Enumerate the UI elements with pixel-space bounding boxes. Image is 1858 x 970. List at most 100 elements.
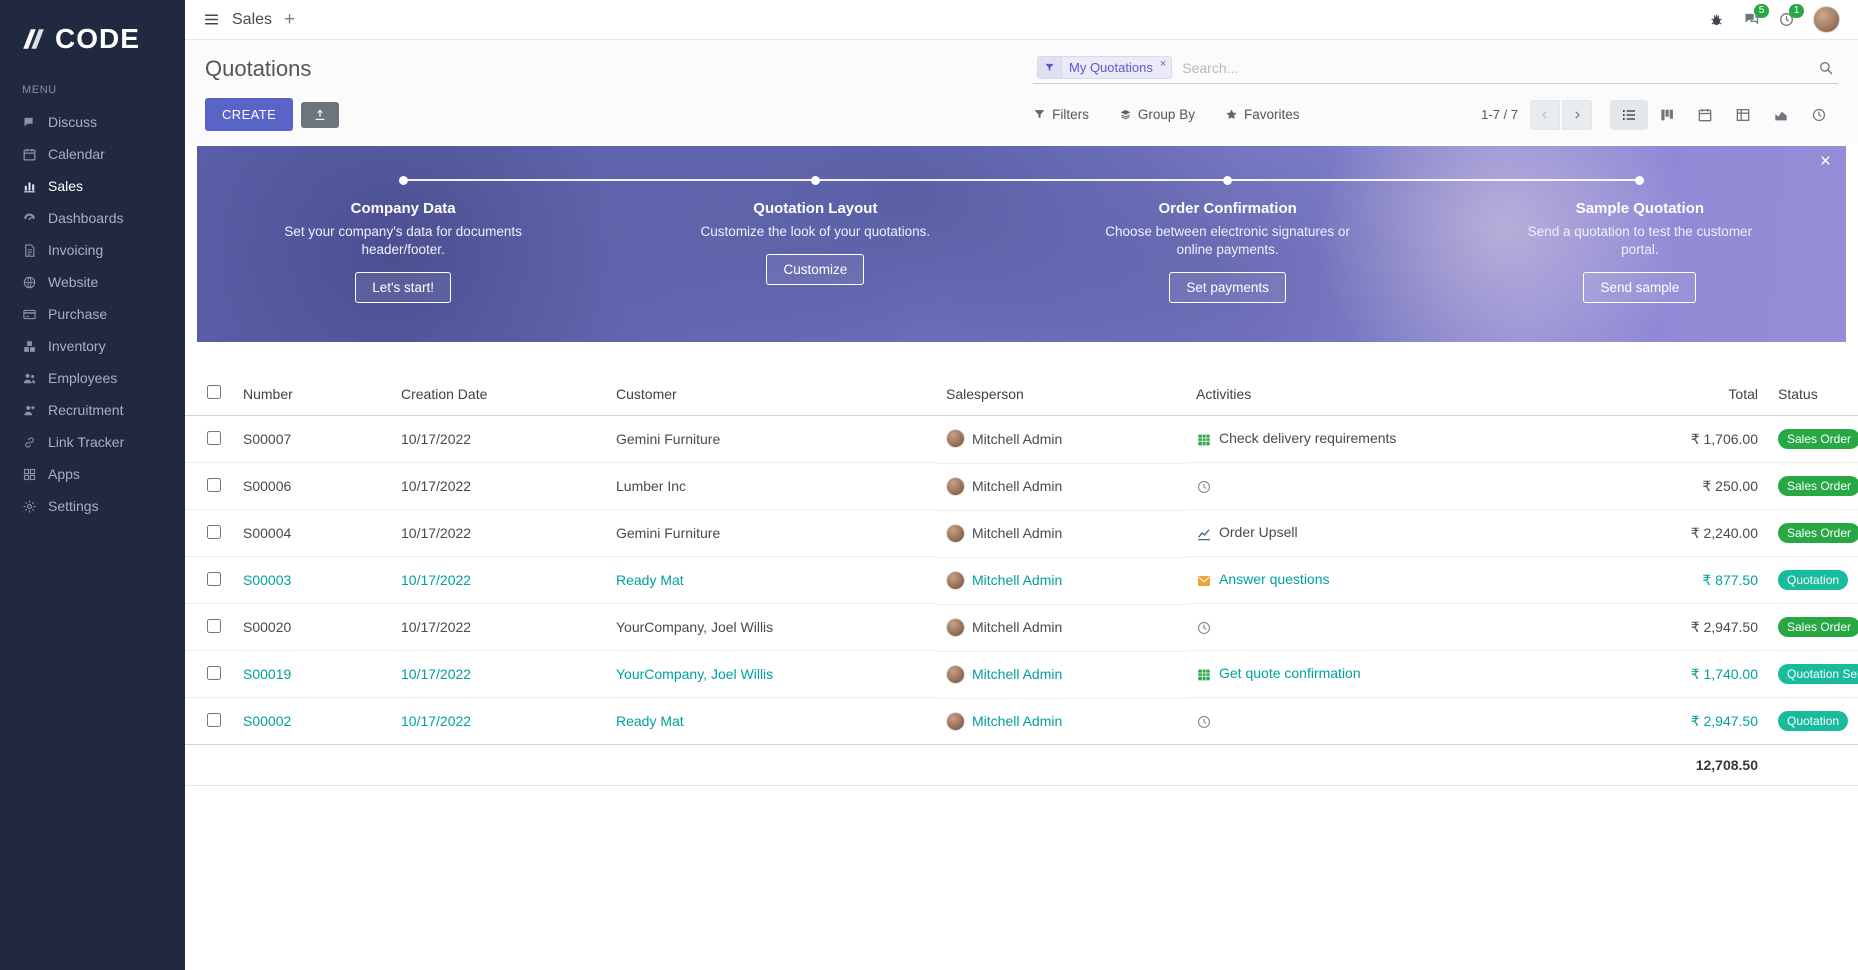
row-checkbox[interactable] bbox=[207, 618, 221, 633]
favorites-button[interactable]: Favorites bbox=[1225, 107, 1299, 122]
activity-label: Check delivery requirements bbox=[1219, 430, 1397, 447]
activity-cell[interactable] bbox=[1186, 462, 1613, 510]
sidebar-item-link-tracker[interactable]: Link Tracker bbox=[0, 426, 185, 458]
view-list-button[interactable] bbox=[1610, 99, 1648, 130]
pager-next-button[interactable] bbox=[1562, 99, 1592, 130]
step-action-button[interactable]: Customize bbox=[766, 254, 865, 286]
filters-button[interactable]: Filters bbox=[1033, 107, 1089, 122]
step-action-button[interactable]: Send sample bbox=[1583, 272, 1697, 304]
current-app-name[interactable]: Sales bbox=[232, 10, 273, 28]
filters-icon bbox=[1033, 108, 1046, 121]
column-header-total[interactable]: Total bbox=[1613, 372, 1768, 416]
sidebar-item-purchase[interactable]: Purchase bbox=[0, 298, 185, 330]
table-row[interactable]: S00002 10/17/2022 Ready Mat Mitchell Admin ₹… bbox=[185, 697, 1858, 745]
table-row[interactable]: S00007 10/17/2022 Gemini Furniture Mitchell… bbox=[185, 416, 1858, 463]
activity-cell[interactable]: Order Upsell bbox=[1186, 509, 1613, 557]
upload-icon bbox=[313, 108, 327, 122]
onboarding-banner: × Company Data Set your company's data fo… bbox=[197, 146, 1846, 342]
banner-close-icon[interactable]: × bbox=[1819, 151, 1831, 172]
row-checkbox[interactable] bbox=[207, 430, 221, 445]
activity-cell[interactable] bbox=[1186, 603, 1613, 651]
sidebar-item-employees[interactable]: Employees bbox=[0, 362, 185, 394]
activities-button[interactable]: 1 bbox=[1778, 4, 1804, 28]
create-button[interactable]: CREATE bbox=[205, 98, 294, 131]
favorites-star-icon bbox=[1225, 108, 1238, 121]
sidebar-item-settings[interactable]: Settings bbox=[0, 490, 185, 522]
view-kanban-button[interactable] bbox=[1648, 100, 1686, 130]
total-amount: ₹ 2,947.50 bbox=[1613, 603, 1768, 651]
row-checkbox[interactable] bbox=[207, 477, 221, 492]
search-bar[interactable]: My Quotations × bbox=[1033, 54, 1838, 84]
total-amount: ₹ 877.50 bbox=[1613, 556, 1768, 604]
activity-cell[interactable] bbox=[1186, 697, 1613, 745]
column-header-creation-date[interactable]: Creation Date bbox=[391, 372, 606, 416]
table-row[interactable]: S00020 10/17/2022 YourCompany, Joel Willis… bbox=[185, 603, 1858, 651]
sidebar-item-sales[interactable]: Sales bbox=[0, 170, 185, 202]
sidebar-item-discuss[interactable]: Discuss bbox=[0, 106, 185, 138]
sidebar-item-calendar[interactable]: Calendar bbox=[0, 138, 185, 170]
sidebar-item-inventory[interactable]: Inventory bbox=[0, 330, 185, 362]
table-footer-row: 12,708.50 bbox=[185, 744, 1858, 786]
search-input[interactable] bbox=[1180, 58, 1810, 77]
chevron-right-icon bbox=[1571, 109, 1583, 121]
sidebar-item-apps[interactable]: Apps bbox=[0, 458, 185, 490]
upload-button[interactable] bbox=[301, 101, 340, 128]
quotation-number: S00004 bbox=[233, 509, 391, 557]
user-avatar[interactable] bbox=[1813, 6, 1840, 33]
table-row[interactable]: S00003 10/17/2022 Ready Mat Mitchell Admin A… bbox=[185, 556, 1858, 604]
view-activity-button[interactable] bbox=[1800, 100, 1838, 130]
row-checkbox[interactable] bbox=[207, 712, 221, 727]
view-calendar-icon bbox=[1697, 107, 1713, 123]
hamburger-icon[interactable] bbox=[203, 11, 220, 28]
group-by-button[interactable]: Group By bbox=[1119, 107, 1195, 122]
table-row[interactable]: S00019 10/17/2022 YourCompany, Joel Willis… bbox=[185, 650, 1858, 698]
column-header-status[interactable]: Status bbox=[1768, 372, 1858, 416]
sidebar-item-recruitment[interactable]: Recruitment bbox=[0, 394, 185, 426]
activity-cell[interactable]: Check delivery requirements bbox=[1186, 416, 1613, 463]
view-calendar-button[interactable] bbox=[1686, 100, 1724, 130]
activity-cell[interactable]: Get quote confirmation bbox=[1186, 650, 1613, 698]
row-checkbox[interactable] bbox=[207, 524, 221, 539]
sidebar-item-label: Inventory bbox=[48, 338, 106, 354]
row-checkbox[interactable] bbox=[207, 571, 221, 586]
column-header-customer[interactable]: Customer bbox=[606, 372, 936, 416]
brand-logo[interactable]: CODE bbox=[0, 0, 185, 78]
step-description: Send a quotation to test the customer po… bbox=[1527, 224, 1753, 258]
quotation-number: S00019 bbox=[233, 650, 391, 698]
topbar: Sales + 5 1 bbox=[185, 0, 1858, 40]
view-graph-button[interactable] bbox=[1762, 100, 1800, 130]
step-action-button[interactable]: Let's start! bbox=[355, 272, 452, 304]
search-facet[interactable]: My Quotations × bbox=[1037, 56, 1173, 79]
select-all-checkbox[interactable] bbox=[207, 385, 221, 399]
column-header-activities[interactable]: Activities bbox=[1186, 372, 1613, 416]
filters-label: Filters bbox=[1052, 107, 1089, 122]
table-row[interactable]: S00004 10/17/2022 Gemini Furniture Mitchell… bbox=[185, 509, 1858, 557]
step-dot bbox=[810, 176, 820, 185]
status-badge: Sales Order bbox=[1778, 523, 1858, 543]
onboarding-step-4: Sample Quotation Send a quotation to test… bbox=[1434, 176, 1846, 342]
sidebar-item-website[interactable]: Website bbox=[0, 266, 185, 298]
step-action-button[interactable]: Set payments bbox=[1169, 272, 1286, 304]
search-icon[interactable] bbox=[1818, 60, 1834, 76]
sidebar-item-dashboards[interactable]: Dashboards bbox=[0, 202, 185, 234]
activity-cell[interactable]: Answer questions bbox=[1186, 556, 1613, 604]
row-checkbox[interactable] bbox=[207, 665, 221, 680]
view-activity-icon bbox=[1811, 107, 1827, 123]
messages-button[interactable]: 5 bbox=[1743, 4, 1769, 28]
facet-remove-icon[interactable]: × bbox=[1159, 58, 1167, 70]
onboarding-progress-line bbox=[403, 179, 1640, 181]
view-pivot-icon bbox=[1735, 107, 1751, 123]
column-header-salesperson[interactable]: Salesperson bbox=[936, 372, 1186, 416]
menu-section-label: MENU bbox=[22, 84, 57, 96]
spreadsheet-icon bbox=[1196, 432, 1212, 448]
sidebar-item-invoicing[interactable]: Invoicing bbox=[0, 234, 185, 266]
step-dot bbox=[398, 176, 408, 185]
debug-icon[interactable] bbox=[1708, 11, 1725, 28]
status-cell: Sales Order bbox=[1768, 462, 1858, 510]
column-header-number[interactable]: Number bbox=[233, 372, 391, 416]
topbar-plus-button[interactable]: + bbox=[284, 9, 296, 30]
table-row[interactable]: S00006 10/17/2022 Lumber Inc Mitchell Admin… bbox=[185, 462, 1858, 510]
topbar-systray: 5 1 bbox=[1708, 4, 1840, 33]
view-pivot-button[interactable] bbox=[1724, 100, 1762, 130]
pager-previous-button[interactable] bbox=[1530, 99, 1560, 130]
